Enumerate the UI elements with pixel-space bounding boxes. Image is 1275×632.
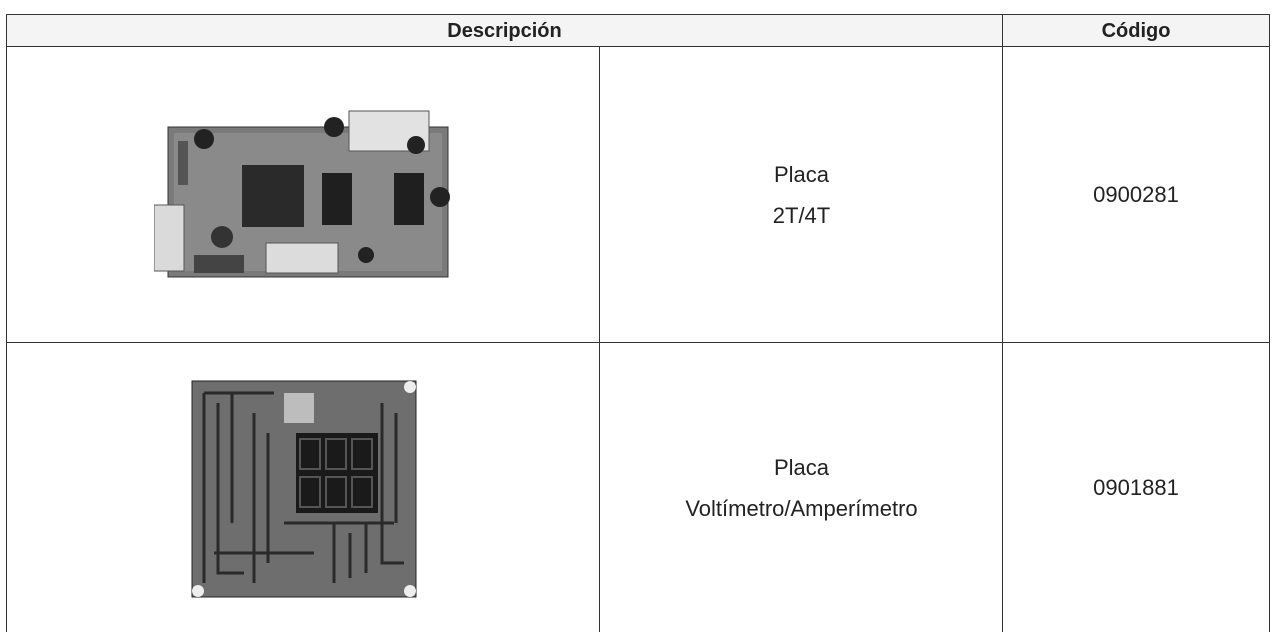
description-line: 2T/4T [772,203,831,228]
code-cell: 0900281 [1002,46,1270,343]
image-cell [6,342,600,632]
description-line: Placa [773,454,830,480]
code-text: 0900281 [1093,182,1179,207]
image-cell [6,46,600,343]
header-text: Código [1101,19,1171,42]
pcb-photo [191,380,416,597]
description-cell: Placa 2T/4T [599,46,1003,343]
code-text: 0901881 [1093,474,1179,500]
header-text: Descripción [447,19,562,42]
header-cell: Código [1002,14,1270,47]
header-cell: Descripción [6,14,1002,47]
pcb-photo [153,110,450,278]
description-line: Voltímetro/Amperímetro [685,495,918,521]
description-line: Placa [773,162,830,187]
code-cell: 0901881 [1002,342,1270,632]
description-cell: Placa Voltímetro/Amperímetro [599,342,1003,632]
